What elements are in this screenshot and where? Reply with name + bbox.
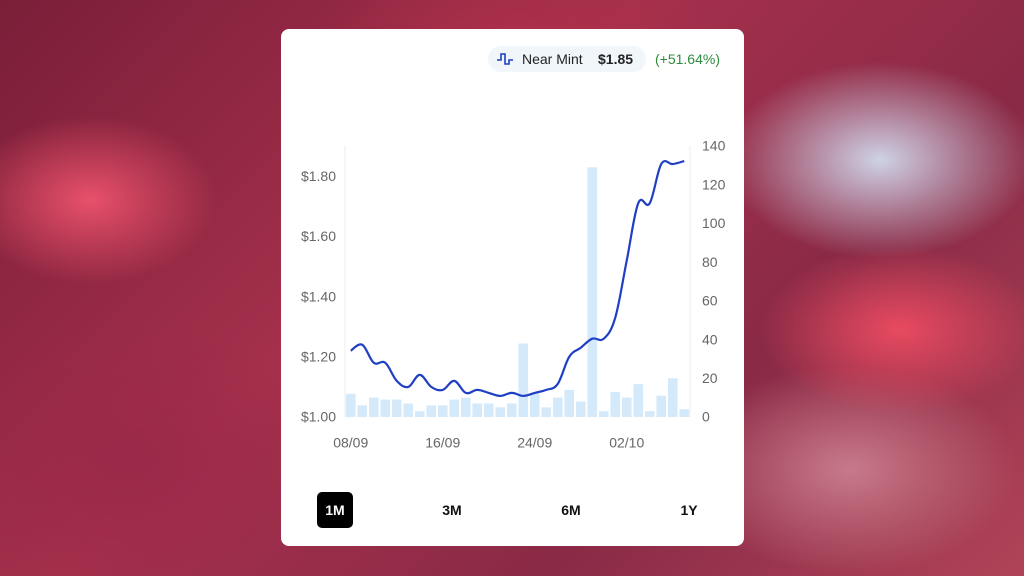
volume-bar [644, 411, 655, 417]
price-card [281, 29, 744, 546]
volume-bar [610, 391, 621, 417]
volume-bar [368, 397, 379, 417]
y2-tick-label: 140 [702, 138, 726, 154]
condition-pill [488, 46, 646, 72]
range-button[interactable]: 1Y [671, 492, 707, 528]
y2-tick-label: 40 [702, 331, 718, 347]
x-tick-label: 02/10 [609, 435, 644, 451]
volume-bar [437, 405, 448, 417]
range-button[interactable]: 6M [553, 492, 589, 528]
price-line [350, 159, 685, 398]
volume-bar [598, 411, 609, 417]
volume-bar [541, 407, 552, 417]
condition-icon [497, 53, 513, 65]
volume-bar [449, 399, 460, 417]
y-tick-label: $1.60 [301, 228, 336, 244]
x-tick-label: 24/09 [517, 435, 552, 451]
volume-bar [472, 403, 483, 417]
y2-tick-label: 60 [702, 293, 718, 309]
volume-bar [621, 397, 632, 417]
volume-bar [633, 384, 644, 417]
volume-bar [495, 407, 506, 417]
y2-tick-label: 0 [702, 409, 710, 425]
volume-bar [483, 403, 494, 417]
volume-bar [403, 403, 414, 417]
volume-bar [679, 409, 690, 417]
volume-bar [426, 405, 437, 417]
volume-bar [506, 403, 517, 417]
volume-bar [380, 399, 391, 417]
volume-bar [460, 397, 471, 417]
volume-bar [656, 395, 667, 417]
y2-tick-label: 20 [702, 370, 718, 386]
volume-bar [587, 167, 598, 417]
y-tick-label: $1.00 [301, 409, 336, 425]
y-tick-label: $1.20 [301, 348, 336, 364]
volume-bar [518, 343, 529, 417]
y2-tick-label: 120 [702, 176, 726, 192]
y-tick-label: $1.80 [301, 168, 336, 184]
range-button[interactable]: 3M [434, 492, 470, 528]
volume-bar [575, 401, 586, 417]
y2-tick-label: 100 [702, 215, 726, 231]
x-tick-label: 16/09 [425, 435, 460, 451]
volume-bar [357, 405, 368, 417]
y2-tick-label: 80 [702, 254, 718, 270]
volume-bar [414, 411, 425, 417]
condition-label: Near Mint [522, 51, 583, 67]
volume-bar [667, 378, 678, 417]
volume-bar [529, 393, 540, 417]
y-tick-label: $1.40 [301, 288, 336, 304]
volume-bar [552, 397, 563, 417]
range-button[interactable]: 1M [317, 492, 353, 528]
current-price: $1.85 [598, 51, 634, 67]
volume-bar [345, 393, 356, 417]
x-tick-label: 08/09 [333, 435, 368, 451]
volume-bar [391, 399, 402, 417]
price-change: (+51.64%) [655, 51, 720, 67]
volume-bar [564, 389, 575, 417]
